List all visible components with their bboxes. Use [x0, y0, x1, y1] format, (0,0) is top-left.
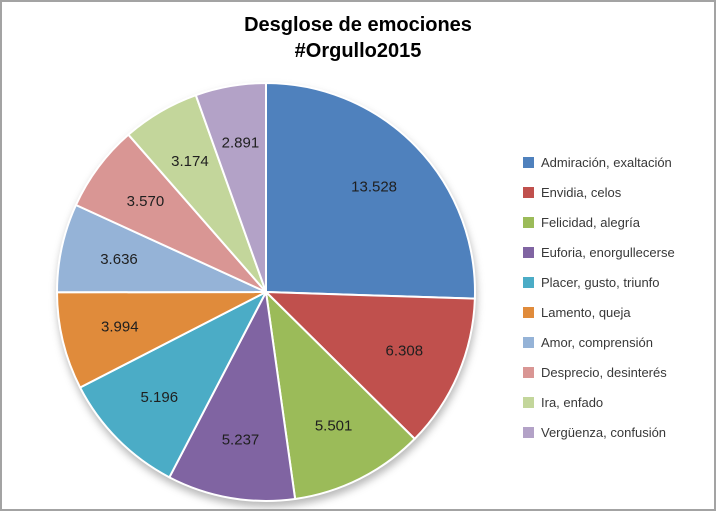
legend-label: Desprecio, desinterés	[541, 364, 667, 380]
slice-value-label-admiracion-exaltacion: 13.528	[351, 178, 397, 195]
pie-labels-group: 13.528 6.308 5.501 5.237 5.196 3.994 3.636 3.57…	[100, 135, 423, 449]
legend-marker-icon	[523, 336, 534, 348]
chart-title: Desglose de emociones #Orgullo2015	[2, 12, 714, 64]
legend-label: Euforia, enorgullecerse	[541, 244, 675, 260]
legend-item-verguenza-confusion: Vergüenza, confusión	[523, 417, 675, 447]
chart-title-line2: #Orgullo2015	[294, 40, 422, 62]
pie-slice-placer-gusto-triunfo[interactable]	[79, 291, 267, 479]
legend-marker-icon	[523, 186, 534, 198]
legend-label: Admiración, exaltación	[541, 154, 672, 170]
legend-item-placer-gusto-triunfo: Placer, gusto, triunfo	[523, 267, 675, 297]
legend-item-euforia-enorgullecerse: Euforia, enorgullecerse	[523, 237, 675, 267]
legend-label: Felicidad, alegría	[541, 214, 640, 230]
legend-label: Envidia, celos	[541, 184, 622, 200]
slice-value-label-felicidad-alegria: 5.501	[315, 417, 353, 434]
pie-slices-group	[55, 82, 476, 502]
legend-marker-icon	[523, 246, 534, 258]
pie-slice-euforia-enorgullecerse[interactable]	[168, 291, 297, 502]
chart-title-line1: Desglose de emociones	[244, 14, 472, 36]
slice-value-label-placer-gusto-triunfo: 5.196	[141, 389, 179, 406]
legend-label: Lamento, queja	[541, 304, 631, 320]
slice-value-label-desprecio-desinteres: 3.570	[127, 193, 165, 210]
pie-slice-verguenza-confusion[interactable]	[194, 82, 267, 293]
legend-item-envidia-celos: Envidia, celos	[523, 177, 675, 207]
legend-label: Vergüenza, confusión	[541, 424, 667, 440]
legend-item-amor-comprension: Amor, comprensión	[523, 327, 675, 357]
pie-slice-felicidad-alegria[interactable]	[265, 291, 416, 500]
slice-value-label-euforia-enorgullecerse: 5.237	[222, 431, 260, 448]
slice-value-label-amor-comprension: 3.636	[100, 251, 138, 268]
pie-slice-admiracion-exaltacion[interactable]	[265, 82, 476, 300]
legend-item-ira-enfado: Ira, enfado	[523, 387, 675, 417]
pie-slice-lamento-queja[interactable]	[56, 291, 267, 389]
pie-slice-envidia-celos[interactable]	[265, 291, 476, 440]
legend-marker-icon	[523, 426, 534, 438]
legend-marker-icon	[523, 276, 534, 288]
legend-item-admiracion-exaltacion: Admiración, exaltación	[523, 147, 675, 177]
legend-label: Amor, comprensión	[541, 334, 653, 350]
slice-value-label-ira-enfado: 3.174	[171, 153, 209, 170]
legend-label: Ira, enfado	[541, 394, 604, 410]
slice-value-label-envidia-celos: 6.308	[386, 342, 424, 359]
legend-item-desprecio-desinteres: Desprecio, desinterés	[523, 357, 675, 387]
legend-marker-icon	[523, 306, 534, 318]
legend-marker-icon	[523, 156, 534, 168]
legend-marker-icon	[523, 216, 534, 228]
slice-value-label-verguenza-confusion: 2.891	[222, 135, 260, 152]
legend-label: Placer, gusto, triunfo	[541, 274, 660, 290]
legend-item-felicidad-alegria: Felicidad, alegría	[523, 207, 675, 237]
legend-marker-icon	[523, 366, 534, 378]
legend: Admiración, exaltación Envidia, celos Fe…	[523, 147, 675, 447]
legend-item-lamento-queja: Lamento, queja	[523, 297, 675, 327]
slice-value-label-lamento-queja: 3.994	[101, 318, 139, 335]
legend-marker-icon	[523, 396, 534, 408]
